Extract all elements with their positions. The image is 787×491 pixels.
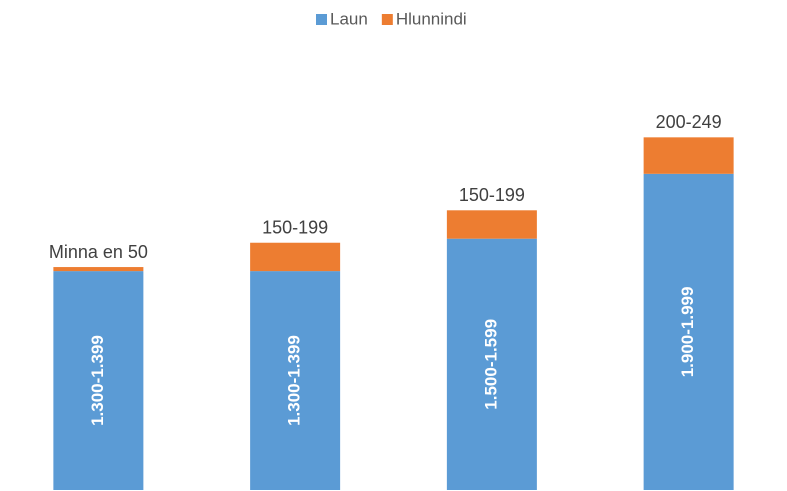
legend-swatch	[316, 14, 327, 25]
bar-segment	[53, 267, 144, 272]
legend-swatch	[381, 14, 393, 25]
bar-segment	[53, 271, 144, 490]
value-label: 1.300-1.399	[88, 335, 107, 426]
value-label: 1.300-1.399	[285, 335, 304, 426]
value-label: 150-199	[262, 217, 328, 237]
bar-segment	[643, 137, 734, 174]
value-label: Minna en 50	[49, 242, 148, 262]
bar-segment	[446, 210, 537, 239]
bar-segment	[643, 173, 734, 491]
bar-segment	[250, 271, 341, 490]
legend-label: Hlunnindi	[396, 9, 467, 28]
value-label: 1.500-1.599	[481, 319, 500, 410]
value-label: 200-249	[656, 112, 722, 132]
bar-segment	[446, 238, 537, 490]
value-label: 150-199	[459, 185, 525, 205]
legend-label: Laun	[330, 9, 368, 28]
value-label: 1.900-1.999	[678, 287, 697, 378]
bar-segment	[250, 242, 341, 272]
